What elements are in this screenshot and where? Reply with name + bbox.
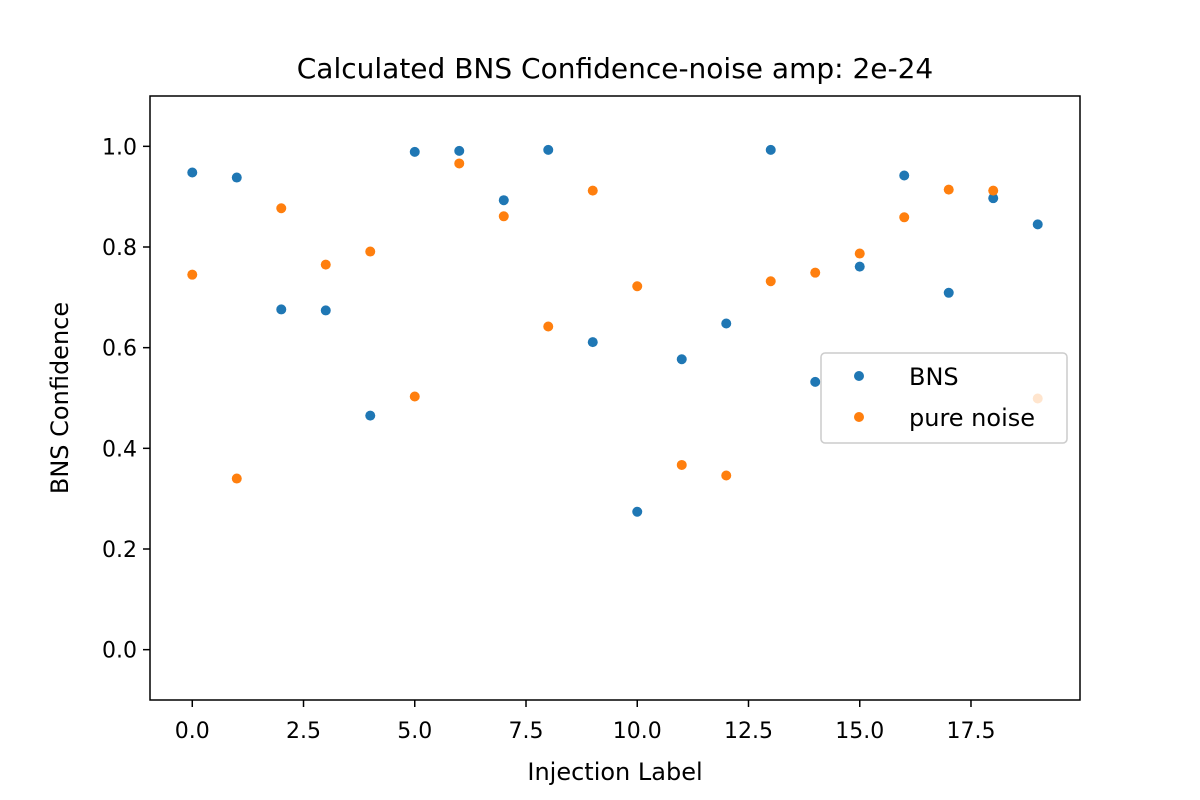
data-point: [409, 146, 420, 157]
legend-marker: [854, 412, 864, 422]
x-tick-label: 5.0: [397, 719, 432, 744]
data-point: [899, 212, 910, 223]
data-point: [365, 410, 376, 421]
data-point: [810, 376, 821, 387]
data-point: [1032, 219, 1043, 230]
data-point: [543, 144, 554, 155]
data-point: [854, 248, 865, 259]
legend: BNS pure noise: [820, 352, 1068, 444]
data-point: [498, 211, 509, 222]
data-point: [187, 167, 198, 178]
legend-box: [820, 352, 1068, 444]
data-point: [988, 185, 999, 196]
series-bns: [187, 144, 1043, 517]
y-tick-label: 0.0: [102, 639, 137, 664]
legend-label: pure noise: [909, 404, 1035, 432]
data-point: [276, 304, 287, 315]
data-point: [454, 158, 465, 169]
x-tick-label: 7.5: [509, 719, 544, 744]
x-tick-label: 15.0: [835, 719, 884, 744]
series-pure-noise: [187, 158, 1043, 484]
y-tick-label: 0.4: [102, 437, 137, 462]
data-point: [988, 193, 999, 204]
data-point: [320, 259, 331, 270]
legend-label: BNS: [909, 363, 959, 391]
data-point: [943, 184, 954, 195]
data-point: [765, 144, 776, 155]
data-point: [676, 354, 687, 365]
y-tick-label: 0.2: [102, 538, 137, 563]
x-tick-label: 10.0: [613, 719, 662, 744]
x-axis: 0.0 2.5 5.0 7.5 10.0 12.5 15.0 17.5: [175, 700, 995, 744]
data-point: [676, 459, 687, 470]
x-tick-label: 12.5: [724, 719, 773, 744]
data-point: [632, 281, 643, 292]
y-axis: 0.0 0.2 0.4 0.6 0.8 1.0: [102, 135, 150, 664]
y-tick-label: 0.6: [102, 337, 137, 362]
data-point: [320, 305, 331, 316]
axes-frame: [149, 95, 1081, 701]
chart-title: Calculated BNS Confidence-noise amp: 2e-…: [297, 52, 934, 85]
data-point: [276, 203, 287, 214]
x-tick-label: 17.5: [946, 719, 995, 744]
x-axis-label: Injection Label: [527, 758, 702, 786]
data-point: [632, 506, 643, 517]
data-point: [231, 172, 242, 183]
data-point: [587, 337, 598, 348]
data-point: [543, 321, 554, 332]
legend-marker: [854, 371, 864, 381]
data-point: [587, 185, 598, 196]
data-point: [721, 470, 732, 481]
data-point: [187, 269, 198, 280]
plot-area: [149, 95, 1081, 701]
x-tick-label: 2.5: [286, 719, 321, 744]
y-axis-label: BNS Confidence: [46, 302, 74, 494]
data-point: [721, 318, 732, 329]
y-tick-label: 0.8: [102, 236, 137, 261]
x-tick-label: 0.0: [175, 719, 210, 744]
data-point: [854, 261, 865, 272]
data-point: [943, 287, 954, 298]
data-point: [454, 145, 465, 156]
data-point: [810, 267, 821, 278]
data-point: [409, 391, 420, 402]
data-point: [899, 170, 910, 181]
data-point: [498, 195, 509, 206]
data-point: [365, 246, 376, 257]
data-points: [187, 144, 1043, 517]
data-point: [765, 276, 776, 287]
data-point: [231, 473, 242, 484]
y-tick-label: 1.0: [102, 135, 137, 160]
